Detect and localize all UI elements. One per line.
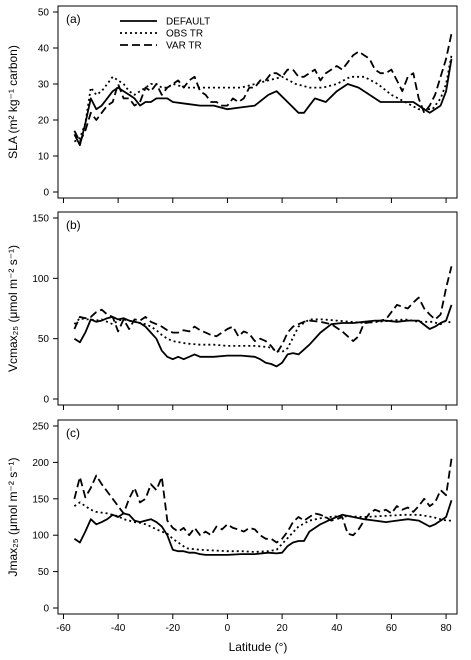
x-axis-label: Latitude (°) bbox=[229, 640, 288, 654]
y-tick-label: 0 bbox=[43, 395, 49, 406]
series-obs-tr bbox=[73, 501, 452, 553]
legend-entry: VAR TR bbox=[166, 41, 202, 52]
x-tick-label: 20 bbox=[277, 623, 289, 634]
y-tick-label: 150 bbox=[32, 214, 49, 225]
y-axis-label: SLA (m² kg⁻¹ carbon) bbox=[6, 45, 20, 159]
y-axis-label: Vcmax₂₅ (μmol m⁻² s⁻¹) bbox=[6, 245, 20, 372]
legend-entry: OBS TR bbox=[166, 29, 203, 40]
y-tick-label: 30 bbox=[38, 80, 50, 91]
y-tick-label: 100 bbox=[32, 531, 49, 542]
plot-frame bbox=[57, 5, 458, 199]
series-var-tr bbox=[73, 33, 453, 143]
panel-label: (b) bbox=[66, 218, 81, 232]
y-axis-label: Jmax₂₅ (μmol m⁻² s⁻¹) bbox=[6, 457, 20, 576]
y-tick-label: 100 bbox=[32, 274, 49, 285]
y-tick-label: 0 bbox=[43, 604, 49, 615]
y-tick-label: 150 bbox=[32, 494, 49, 505]
series-obs-tr bbox=[73, 317, 452, 353]
y-tick-label: 200 bbox=[32, 458, 49, 469]
y-tick-label: 50 bbox=[38, 334, 50, 345]
legend-entry: DEFAULT bbox=[166, 17, 210, 28]
plot-frame bbox=[57, 211, 458, 406]
x-tick-label: -60 bbox=[56, 623, 71, 634]
x-tick-label: -40 bbox=[111, 623, 126, 634]
series-var-tr bbox=[73, 458, 453, 544]
series-default bbox=[73, 58, 453, 147]
series-var-tr bbox=[73, 266, 453, 355]
panel-a: 0 10 20 30 40 50 SLA (m² kg⁻¹ carbon) (a) DEFAUL… bbox=[6, 5, 458, 203]
y-tick-label: 50 bbox=[38, 8, 50, 19]
y-tick-label: 0 bbox=[43, 188, 49, 199]
y-tick-label: 250 bbox=[32, 422, 49, 433]
panel-b: 0 50 100 150 Vcmax₂₅ (μmol m⁻² s⁻¹) (b) bbox=[6, 211, 458, 410]
y-tick-label: 20 bbox=[38, 116, 50, 127]
y-tick-label: 40 bbox=[38, 44, 50, 55]
x-tick-label: 40 bbox=[331, 623, 343, 634]
x-tick-label: 0 bbox=[225, 623, 231, 634]
panel-label: (c) bbox=[66, 426, 80, 440]
x-tick-label: 80 bbox=[441, 623, 453, 634]
series-default bbox=[73, 304, 453, 368]
panel-label: (a) bbox=[66, 12, 81, 26]
x-tick-label: 60 bbox=[386, 623, 398, 634]
x-tick-label: -20 bbox=[166, 623, 181, 634]
y-tick-label: 10 bbox=[38, 152, 50, 163]
panel-c: 0 50 100 150 200 250 -60 -40 -20 0 20 40 60 80 Jmax₂₅ … bbox=[6, 419, 458, 634]
plot-frame bbox=[57, 419, 458, 615]
series-default bbox=[73, 500, 453, 556]
y-tick-label: 50 bbox=[38, 567, 50, 578]
